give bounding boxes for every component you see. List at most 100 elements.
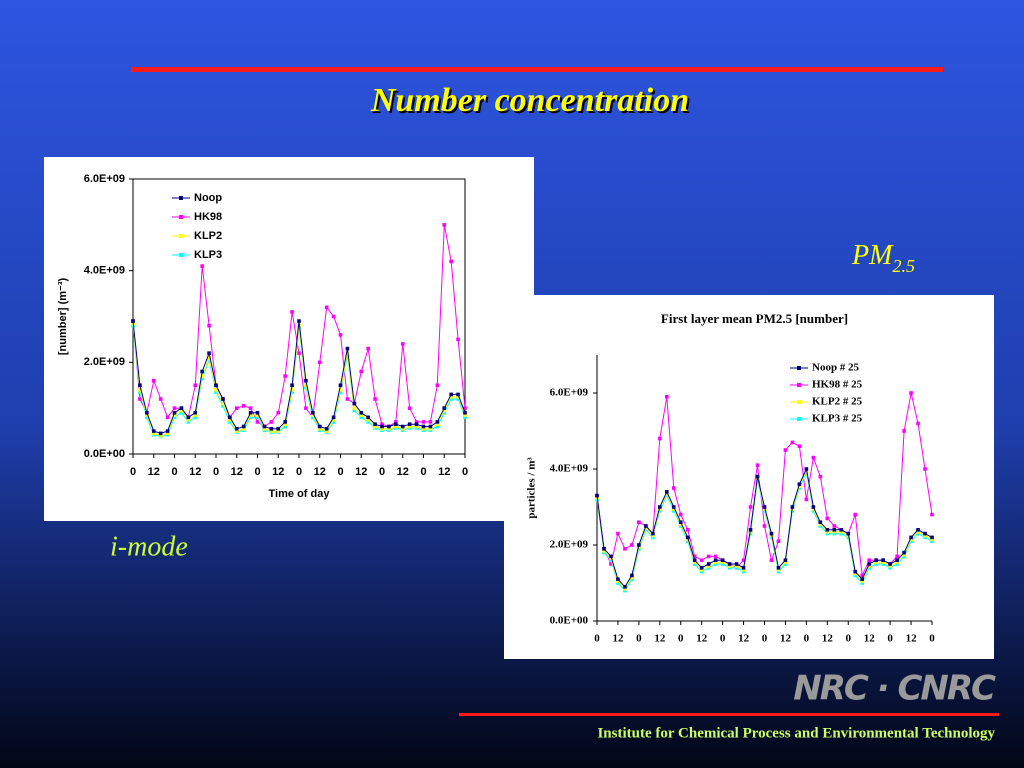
x-tick-label: 12	[738, 633, 750, 645]
data-point	[200, 369, 204, 374]
data-point	[214, 383, 218, 388]
x-tick-label: 12	[864, 633, 876, 645]
data-point	[616, 581, 620, 585]
data-point	[860, 573, 865, 578]
data-point	[623, 588, 627, 593]
data-point	[380, 422, 384, 427]
y-tick-label: 6.0E+09	[84, 173, 125, 185]
data-point	[276, 426, 281, 431]
data-point	[881, 560, 885, 564]
data-point	[442, 406, 447, 410]
data-point	[241, 426, 246, 431]
data-point	[269, 420, 274, 424]
data-point	[435, 420, 440, 424]
y-tick-label: 4.0E+09	[84, 265, 125, 277]
data-point	[428, 424, 433, 429]
data-point	[734, 562, 739, 566]
data-point	[902, 554, 906, 559]
x-tick-label: 0	[296, 466, 302, 478]
data-point	[664, 493, 669, 498]
data-point	[400, 424, 405, 429]
y-tick-label: 6.0E+09	[550, 387, 589, 399]
data-point	[442, 223, 447, 227]
data-point	[138, 388, 142, 392]
data-point	[442, 410, 447, 415]
data-point	[172, 415, 177, 420]
x-tick-label: 0	[720, 633, 726, 645]
data-point	[428, 420, 433, 424]
data-point	[269, 426, 274, 431]
data-point	[755, 474, 760, 479]
data-point	[463, 415, 467, 420]
data-point	[867, 558, 871, 562]
data-point	[138, 383, 142, 388]
legend-label: Noop # 25	[812, 362, 860, 374]
bottom-rule	[459, 713, 999, 716]
data-point	[909, 535, 913, 540]
x-tick-label: 12	[272, 466, 284, 478]
data-point	[338, 383, 343, 388]
data-point	[221, 401, 225, 406]
data-point	[421, 426, 426, 431]
data-point	[463, 406, 467, 410]
data-point	[860, 577, 865, 581]
data-point	[748, 528, 753, 532]
data-point	[867, 564, 871, 568]
data-point	[776, 539, 781, 543]
data-point	[644, 524, 648, 528]
data-point	[276, 429, 281, 433]
data-point	[276, 410, 281, 415]
data-point	[658, 436, 662, 441]
data-point	[867, 566, 871, 570]
data-point	[888, 562, 892, 566]
data-point	[138, 390, 142, 394]
data-point	[200, 264, 204, 268]
data-point	[373, 424, 377, 429]
x-tick-label: 0	[171, 466, 177, 478]
data-point	[699, 558, 704, 562]
data-point	[895, 562, 899, 566]
charts: 0.0E+00 2.0E+09 4.0E+09 6.0E+09 0 12 0 12 0 12 0 12…	[57, 173, 935, 645]
data-point	[902, 550, 906, 555]
x-axis-label: Time of day	[269, 488, 331, 500]
x-tick-label: 0	[337, 466, 343, 478]
data-point	[881, 562, 885, 566]
data-point	[186, 420, 191, 424]
data-point	[741, 558, 746, 562]
data-point	[262, 426, 267, 431]
data-point	[207, 355, 211, 360]
data-point	[664, 395, 669, 399]
data-point	[699, 567, 704, 572]
x-tick-label: 0	[762, 633, 768, 645]
data-point	[609, 556, 613, 561]
data-point	[748, 505, 753, 509]
data-point	[637, 543, 641, 547]
data-point	[923, 535, 927, 540]
data-point	[138, 397, 142, 401]
data-point	[664, 490, 669, 494]
data-point	[811, 505, 816, 509]
data-point	[373, 422, 377, 427]
data-point	[400, 342, 405, 346]
data-point	[317, 424, 322, 429]
data-point	[602, 548, 606, 553]
data-point	[797, 482, 802, 486]
x-tick-label: 0	[379, 466, 385, 478]
data-point	[248, 415, 253, 420]
data-point	[616, 531, 620, 536]
data-point	[331, 420, 336, 424]
x-tick-label: 0	[213, 466, 219, 478]
data-point	[818, 524, 823, 528]
data-point	[692, 562, 697, 566]
data-point	[145, 413, 149, 417]
data-point	[651, 535, 655, 540]
legend-marker	[797, 366, 801, 370]
chart-panel	[504, 295, 994, 659]
data-point	[345, 351, 350, 355]
data-point	[193, 383, 198, 388]
data-point	[165, 429, 170, 433]
data-point	[692, 554, 697, 559]
data-point	[916, 531, 920, 536]
data-point	[720, 560, 725, 564]
data-point	[207, 351, 211, 355]
